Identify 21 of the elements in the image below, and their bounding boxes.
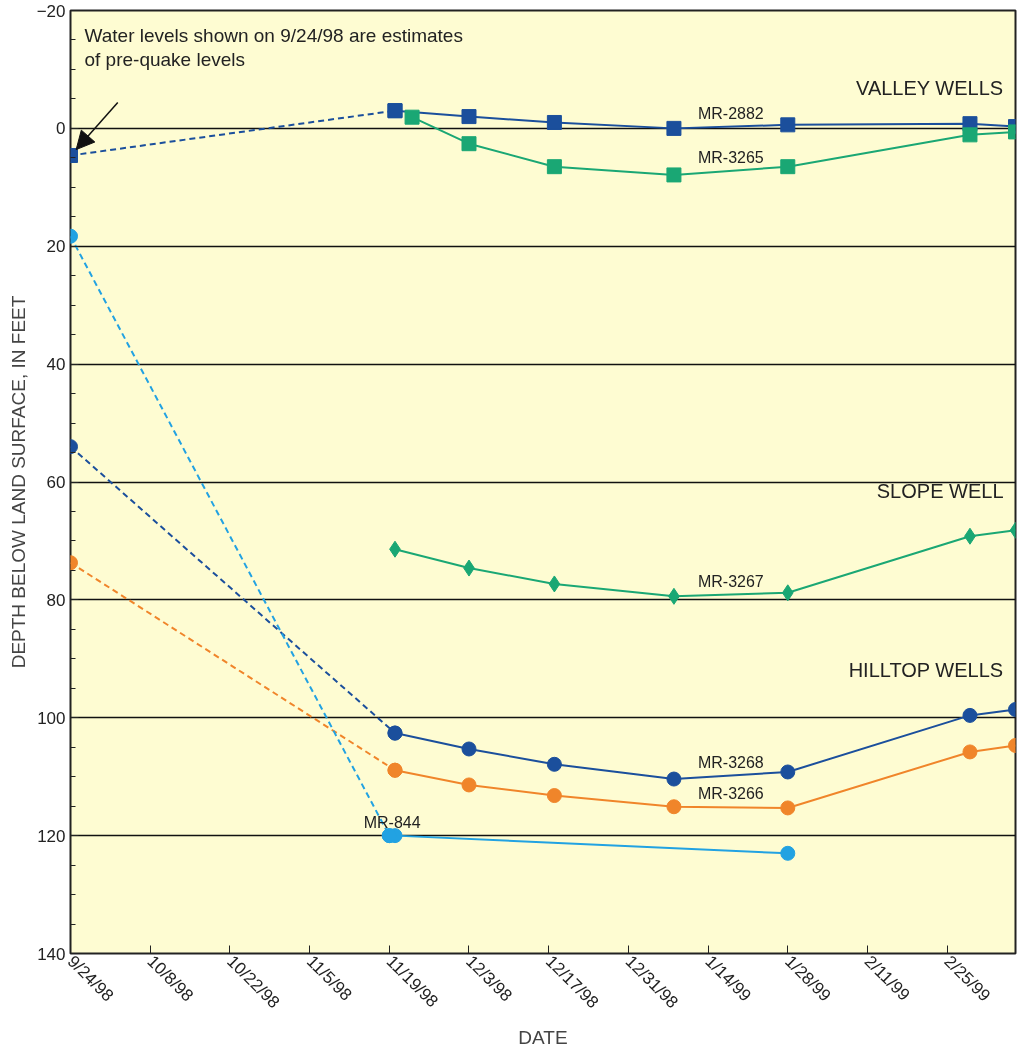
series-label: MR-3268 xyxy=(697,753,764,771)
series-label: MR-2882 xyxy=(697,104,764,122)
series-label: MR-3266 xyxy=(697,785,764,803)
y-tick-label: 20 xyxy=(46,237,66,257)
series-label: MR-844 xyxy=(363,813,421,831)
y-tick-label: 120 xyxy=(37,826,66,846)
y-tick-label: −20 xyxy=(36,1,66,21)
y-tick-label: 60 xyxy=(46,473,66,492)
annotation: VALLEY WELLS xyxy=(856,76,1004,99)
y-axis-title: DEPTH BELOW LAND SURFACE, IN FEET xyxy=(7,295,29,669)
annotation: HILLTOP WELLS xyxy=(848,659,1004,682)
annotation: Water levels shown on 9/24/98 are estimates of pre-quake levels xyxy=(84,24,463,70)
y-tick-label: 140 xyxy=(37,944,66,964)
y-tick-label: 80 xyxy=(46,590,66,610)
series-label: MR-3267 xyxy=(697,572,764,590)
x-axis-title: DATE xyxy=(518,1026,568,1048)
y-tick-label: 0 xyxy=(56,119,66,139)
y-tick-label: 100 xyxy=(37,708,66,728)
annotation: SLOPE WELL xyxy=(876,480,1004,503)
series-label: MR-3265 xyxy=(697,148,764,166)
y-tick-label: 40 xyxy=(46,355,66,375)
